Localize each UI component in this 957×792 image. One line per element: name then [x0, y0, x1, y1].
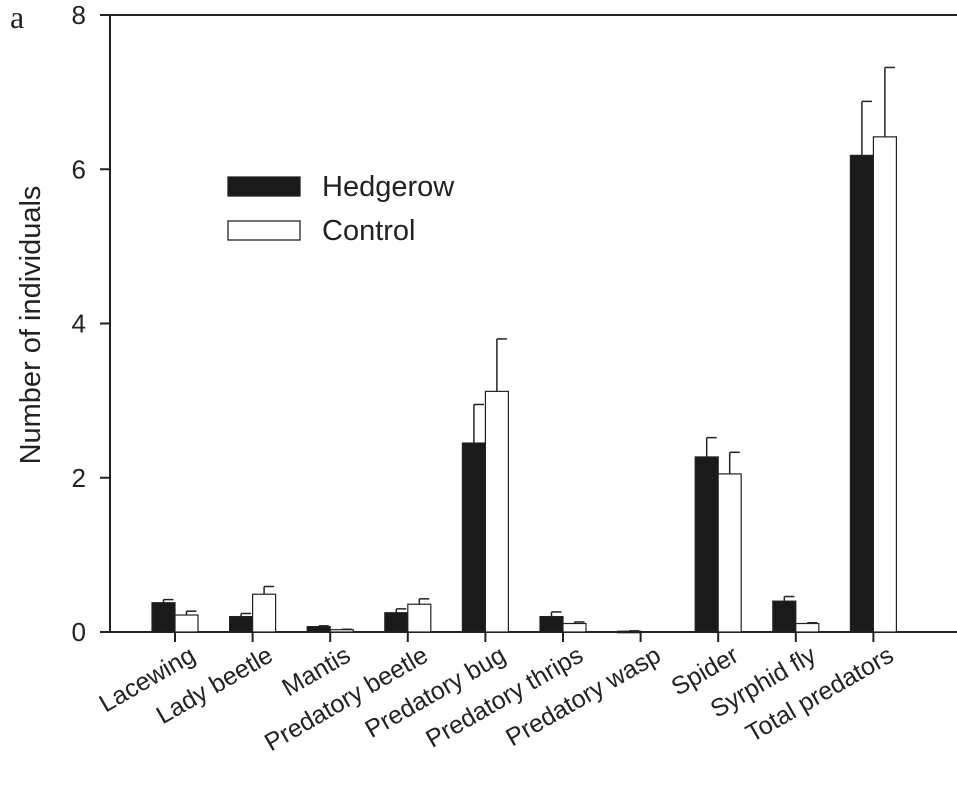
- bar-hedgerow: [461, 442, 486, 633]
- y-tick-label: 6: [72, 154, 86, 184]
- bar-control: [562, 622, 587, 633]
- bar-control: [407, 603, 432, 633]
- bar-control: [717, 473, 742, 633]
- bar-hedgerow: [849, 154, 875, 633]
- bar-control: [329, 629, 354, 633]
- bar-hedgerow: [539, 615, 564, 633]
- legend-label-hedgerow: Hedgerow: [322, 171, 455, 203]
- legend: Hedgerow Control: [227, 171, 455, 247]
- bar-control: [872, 136, 898, 633]
- bar-hedgerow: [694, 456, 719, 633]
- bar-hedgerow: [616, 630, 642, 634]
- bar-hedgerow: [384, 612, 409, 633]
- bar-control: [795, 622, 820, 633]
- legend-label-control: Control: [322, 215, 416, 247]
- bar-hedgerow: [306, 626, 331, 633]
- bar-hedgerow: [151, 602, 176, 633]
- y-axis-label: Number of individuals: [15, 186, 47, 465]
- y-tick-label: 2: [72, 463, 86, 493]
- bar-hedgerow: [229, 615, 254, 633]
- y-tick-label: 0: [72, 617, 86, 647]
- bar-control: [484, 390, 509, 633]
- y-tick-label: 8: [72, 0, 86, 30]
- bar-control: [252, 593, 277, 633]
- y-tick-label: 4: [72, 309, 86, 339]
- panel-label: a: [10, 0, 24, 35]
- legend-swatch-control: [227, 220, 301, 241]
- bar-hedgerow: [772, 600, 797, 633]
- bar-control: [174, 614, 199, 633]
- legend-swatch-hedgerow: [227, 176, 301, 197]
